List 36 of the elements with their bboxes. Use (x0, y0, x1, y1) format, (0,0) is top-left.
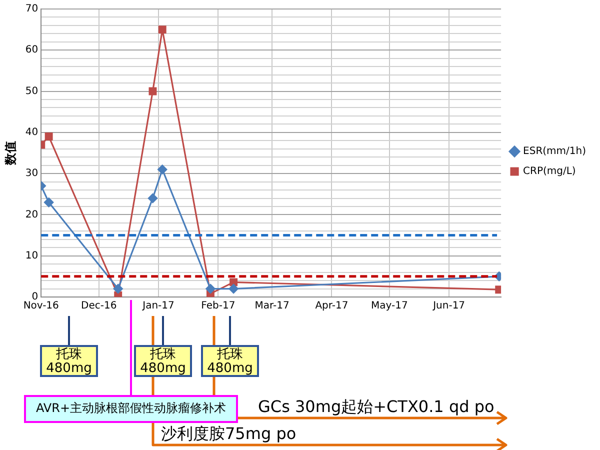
point (158, 164, 168, 174)
point (148, 193, 158, 204)
point (228, 284, 238, 294)
point (148, 87, 157, 96)
y-tick-label: 20 (25, 209, 38, 220)
point (114, 291, 122, 297)
y-tick-label: 0 (32, 292, 38, 303)
point (113, 284, 123, 294)
x-tick-label: May-17 (371, 300, 408, 312)
x-tick-label: Apr-17 (315, 300, 348, 312)
point (44, 132, 53, 141)
legend-label: CRP(mg/L) (523, 166, 576, 178)
y-tick-label: 10 (25, 250, 38, 262)
y-tick-label: 30 (25, 168, 38, 180)
text: 沙利度胺75mg po (161, 424, 296, 445)
y-axis-title: 数值 (3, 141, 18, 166)
x-tick-label: Feb-17 (201, 300, 236, 312)
text: 托珠 480mg (134, 345, 192, 377)
text: AVR+主动脉根部假性动脉瘤修补术 (24, 395, 238, 423)
point (44, 198, 54, 208)
x-tick-label: Dec-16 (81, 300, 117, 312)
x-tick-label: Jan-17 (142, 300, 174, 312)
y-tick-label: 50 (25, 86, 38, 97)
x-tick-label: Jun-17 (432, 300, 466, 312)
y-tick-label: 60 (25, 44, 38, 56)
y-tick-label: 40 (25, 127, 38, 138)
text: 托珠 480mg (40, 345, 98, 377)
point (206, 284, 216, 294)
point (230, 278, 238, 286)
y-tick-label: 70 (25, 4, 38, 15)
text: 托珠 480mg (201, 345, 259, 377)
legend-label: ESR(mm/1h) (523, 146, 586, 158)
x-tick-label: Nov-16 (23, 300, 59, 312)
point (158, 26, 166, 34)
text: GCs 30mg起始+CTX0.1 qd po (258, 397, 494, 418)
x-tick-label: Mar-17 (254, 300, 290, 312)
